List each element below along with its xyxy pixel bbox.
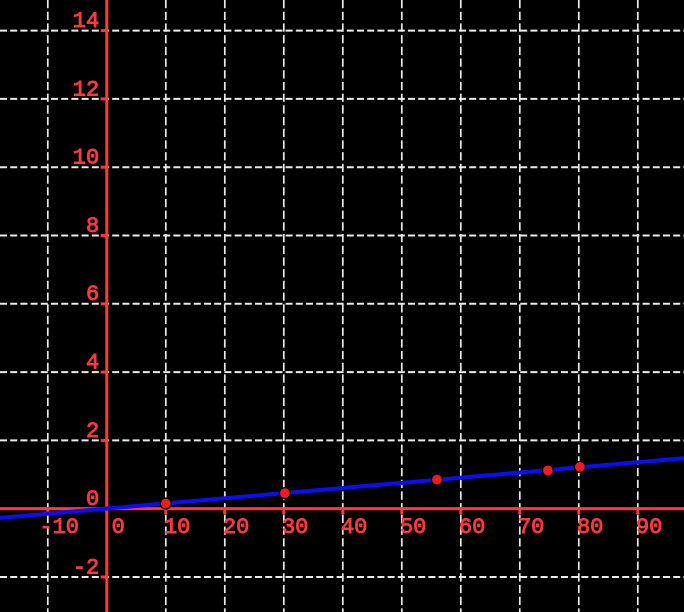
svg-text:10: 10 bbox=[73, 146, 99, 171]
svg-text:14: 14 bbox=[73, 9, 99, 34]
svg-text:12: 12 bbox=[73, 77, 99, 102]
svg-text:6: 6 bbox=[86, 282, 99, 307]
svg-text:80: 80 bbox=[577, 515, 603, 540]
svg-text:-10: -10 bbox=[39, 515, 79, 540]
svg-text:8: 8 bbox=[86, 214, 99, 239]
svg-text:70: 70 bbox=[518, 515, 544, 540]
svg-text:20: 20 bbox=[223, 515, 249, 540]
svg-text:2: 2 bbox=[86, 419, 99, 444]
svg-text:60: 60 bbox=[459, 515, 485, 540]
svg-text:4: 4 bbox=[86, 351, 99, 376]
svg-text:50: 50 bbox=[400, 515, 426, 540]
svg-text:0: 0 bbox=[112, 515, 125, 540]
svg-text:40: 40 bbox=[341, 515, 367, 540]
svg-text:30: 30 bbox=[282, 515, 308, 540]
svg-text:10: 10 bbox=[164, 515, 190, 540]
svg-text:-2: -2 bbox=[73, 556, 99, 581]
svg-text:90: 90 bbox=[636, 515, 662, 540]
svg-text:0: 0 bbox=[86, 487, 99, 512]
